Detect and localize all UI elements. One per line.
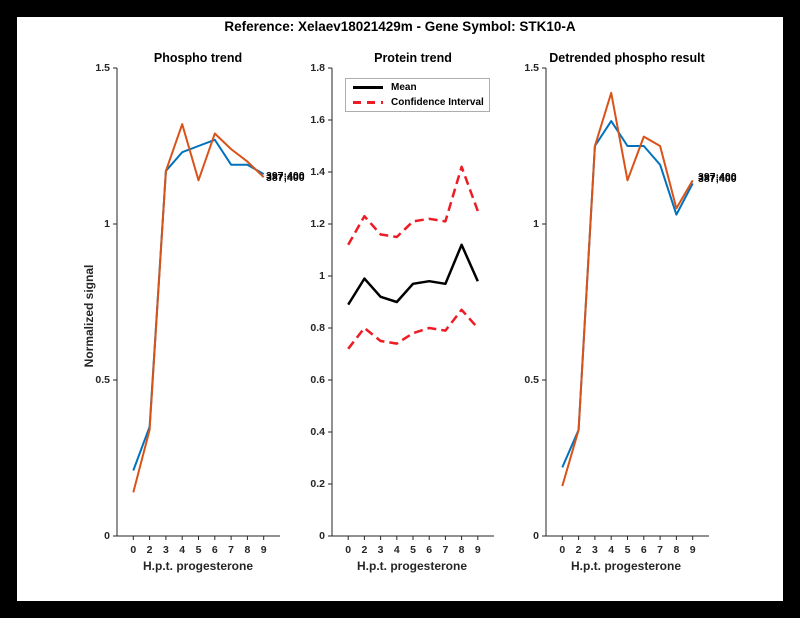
ci-upper-line: [347, 165, 479, 246]
legend-item-mean: Mean: [353, 82, 489, 93]
y-tick-label: 1.8: [310, 62, 325, 74]
x-tick-label: 7: [657, 544, 664, 556]
blue-line: [132, 138, 265, 471]
x-tick-label: 5: [624, 544, 631, 556]
x-tick-label: 4: [608, 544, 615, 556]
x-tick-label: 6: [426, 544, 433, 556]
x-tick-label: 0: [559, 544, 566, 556]
y-tick-label: 0.5: [524, 374, 539, 386]
figure-canvas: [17, 17, 783, 601]
y-tick-label: 0.8: [310, 322, 325, 334]
ci-line-swatch: [353, 101, 383, 104]
x-tick-label: 3: [162, 544, 169, 556]
y-tick-label: 0: [104, 530, 110, 542]
x-tick-label: 8: [244, 544, 251, 556]
legend-label-mean: Mean: [391, 82, 417, 93]
x-tick-label: 8: [673, 544, 680, 556]
y-tick-label: 0.6: [310, 374, 325, 386]
y-tick-label: 1.6: [310, 114, 325, 126]
x-tick-label: 3: [591, 544, 598, 556]
figure-title: Reference: Xelaev18021429m - Gene Symbol…: [224, 19, 576, 34]
panel2-xlabel: H.p.t. progesterone: [356, 559, 468, 573]
y-tick-label: 1.2: [310, 218, 325, 230]
orange-line: [132, 123, 265, 493]
x-tick-label: 7: [228, 544, 235, 556]
y-tick-label: 0: [319, 530, 325, 542]
end-label-site-a: 397;400: [698, 171, 737, 183]
end-label-site-b: 387;400: [698, 173, 737, 185]
x-tick-label: 7: [442, 544, 449, 556]
panel1-ylabel: Normalized signal: [82, 264, 96, 368]
x-tick-label: 6: [211, 544, 218, 556]
legend-item-ci: Confidence Interval: [353, 97, 489, 108]
legend: Mean Confidence Interval: [345, 78, 490, 112]
x-tick-label: 0: [130, 544, 137, 556]
y-tick-label: 1: [533, 218, 539, 230]
x-tick-label: 2: [146, 544, 153, 556]
x-tick-label: 9: [260, 544, 267, 556]
y-tick-label: 0.5: [95, 374, 110, 386]
x-tick-label: 4: [393, 544, 400, 556]
mean-line-swatch: [353, 86, 383, 89]
end-label-site-a: 397;400: [266, 170, 305, 182]
y-tick-label: 0.4: [310, 426, 325, 438]
y-tick-label: 1.4: [310, 166, 325, 178]
x-tick-label: 8: [458, 544, 465, 556]
panel3-xlabel: H.p.t. progesterone: [570, 559, 682, 573]
x-tick-label: 0: [345, 544, 352, 556]
blue-line: [561, 120, 694, 468]
orange-line: [561, 91, 694, 487]
ci-lower-line: [347, 308, 479, 350]
x-tick-label: 5: [410, 544, 416, 556]
y-tick-label: 0: [533, 530, 539, 542]
legend-label-ci: Confidence Interval: [391, 97, 484, 108]
x-tick-label: 2: [575, 544, 582, 556]
panel1-xlabel: H.p.t. progesterone: [142, 559, 254, 573]
x-tick-label: 4: [179, 544, 186, 556]
y-tick-label: 1.5: [524, 62, 539, 74]
x-tick-label: 9: [689, 544, 696, 556]
y-tick-label: 1.5: [95, 62, 110, 74]
panel3-title: Detrended phospho result: [549, 51, 705, 65]
y-tick-label: 1: [104, 218, 110, 230]
x-tick-label: 9: [474, 544, 481, 556]
y-tick-label: 1: [319, 270, 325, 282]
y-tick-label: 0.2: [310, 478, 325, 490]
mean-line: [347, 243, 479, 306]
panel1-title: Phospho trend: [153, 51, 243, 65]
end-label-site-b: 387;400: [266, 172, 305, 184]
x-tick-label: 3: [377, 544, 384, 556]
panel2-title: Protein trend: [374, 51, 452, 65]
x-tick-label: 5: [195, 544, 202, 556]
x-tick-label: 2: [361, 544, 368, 556]
x-tick-label: 6: [640, 544, 647, 556]
